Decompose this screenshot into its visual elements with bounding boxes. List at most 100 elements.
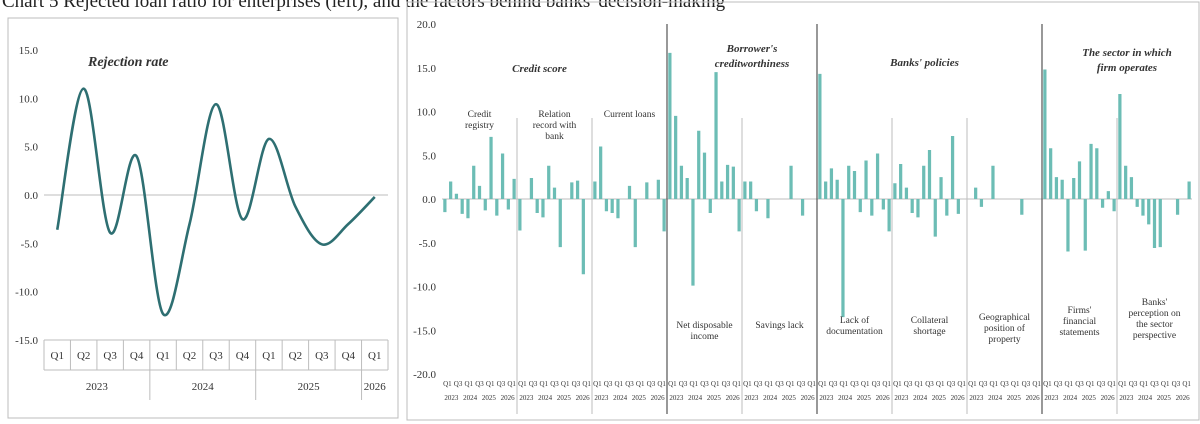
year-label: 2024 (192, 381, 215, 393)
year-label: 2025 (1157, 394, 1172, 402)
y-tick-label: 5.0 (422, 150, 436, 162)
y-tick-label: -10.0 (413, 282, 436, 294)
x-tick-label: Q3 (979, 380, 988, 388)
x-tick-label: Q1 (593, 380, 602, 388)
bar (1054, 177, 1059, 199)
x-tick-label: Q3 (722, 380, 731, 388)
year-label: 2024 (988, 394, 1003, 402)
subgroup-label: Net disposable (676, 321, 732, 331)
year-label: 2023 (969, 394, 984, 402)
bar (835, 179, 839, 199)
x-tick-label: Q3 (454, 380, 463, 388)
bar (1141, 199, 1145, 216)
year-label: 2026 (726, 394, 741, 402)
bar (500, 153, 505, 199)
x-tick-label: Q3 (850, 380, 859, 388)
x-tick-label: Q1 (957, 380, 966, 388)
x-tick-label: Q1 (786, 380, 795, 388)
group-header: firm operates (1097, 62, 1157, 74)
x-tick-label: Q4 (342, 350, 356, 362)
bar (1020, 199, 1024, 215)
year-label: 2024 (1138, 394, 1153, 402)
x-tick-label: Q1 (915, 380, 924, 388)
bar (599, 146, 603, 199)
bar (991, 165, 995, 199)
bar (708, 199, 712, 213)
bar (956, 199, 960, 214)
bar (904, 187, 909, 199)
bar (864, 160, 868, 199)
year-label: 2024 (838, 394, 853, 402)
bar (766, 199, 770, 219)
subgroup-label: Firms' (1068, 306, 1092, 316)
year-label: 2025 (298, 381, 321, 393)
bar (1147, 199, 1151, 225)
x-tick-label: Q1 (561, 380, 570, 388)
x-tick-label: Q3 (1075, 380, 1084, 388)
year-label: 2024 (763, 394, 778, 402)
bar (466, 199, 470, 219)
bar (616, 199, 620, 219)
x-tick-label: Q1 (1086, 380, 1095, 388)
bar (916, 199, 920, 218)
bar (460, 199, 464, 214)
year-label: 2024 (688, 394, 703, 402)
bar (506, 199, 510, 210)
subgroup-label: property (988, 335, 1020, 345)
x-tick-label: Q3 (604, 380, 613, 388)
bar (1152, 199, 1157, 248)
group-header: Borrower's (726, 43, 778, 55)
x-tick-label: Q3 (1172, 380, 1181, 388)
bar (1083, 199, 1087, 251)
x-tick-label: Q1 (443, 380, 452, 388)
y-tick-label: -10.0 (15, 287, 38, 299)
bar (627, 185, 632, 199)
bar (979, 199, 984, 207)
year-label: 2023 (444, 394, 459, 402)
bar (841, 199, 845, 318)
x-tick-label: Q1 (262, 350, 275, 362)
x-tick-label: Q1 (368, 350, 381, 362)
bar (1135, 199, 1139, 207)
year-label: 2025 (557, 394, 572, 402)
x-tick-label: Q1 (51, 350, 64, 362)
subgroup-label: financial (1063, 316, 1097, 327)
y-tick-label: 20.0 (417, 19, 437, 31)
x-tick-label: Q1 (636, 380, 645, 388)
bar (558, 199, 562, 248)
bar (449, 181, 453, 199)
bar (1066, 199, 1070, 252)
bar (1112, 199, 1116, 212)
x-tick-label: Q3 (1150, 380, 1159, 388)
x-tick-label: Q3 (1097, 380, 1106, 388)
bar (529, 178, 534, 199)
bar (829, 168, 834, 199)
x-tick-label: Q1 (893, 380, 902, 388)
x-tick-label: Q1 (732, 380, 741, 388)
bar (604, 199, 609, 212)
year-label: 2025 (857, 394, 872, 402)
x-tick-label: Q3 (775, 380, 784, 388)
bar (881, 199, 885, 210)
year-label: 2023 (669, 394, 684, 402)
y-tick-label: 0.0 (422, 194, 436, 206)
x-tick-label: Q1 (507, 380, 516, 388)
x-tick-label: Q3 (829, 380, 838, 388)
subgroup-label: income (691, 332, 719, 342)
bar (1175, 199, 1180, 215)
bar (847, 165, 851, 199)
rejection-rate-chart: 15.0 10.0 5.0 0.0 -5.0 -10.0 -15.0 Q1 Q2 Q3 Q4 Q1 Q2… (7, 17, 399, 419)
bar (593, 181, 597, 199)
x-tick-label: Q3 (529, 380, 538, 388)
x-tick-label: Q2 (289, 350, 302, 362)
year-label: 2026 (1176, 394, 1191, 402)
bank-factors-chart: 20.0 15.0 10.0 5.0 0.0 -5.0 -10.0 -15.0 -20.0 Cre… (406, 1, 1200, 421)
group-header: Credit score (512, 63, 567, 75)
bar (679, 165, 684, 199)
bar (939, 177, 943, 199)
bar (570, 182, 574, 199)
group-header: The sector in which (1082, 47, 1172, 59)
x-tick-label: Q1 (1182, 380, 1191, 388)
year-label: 2023 (819, 394, 834, 402)
bar (674, 115, 678, 199)
